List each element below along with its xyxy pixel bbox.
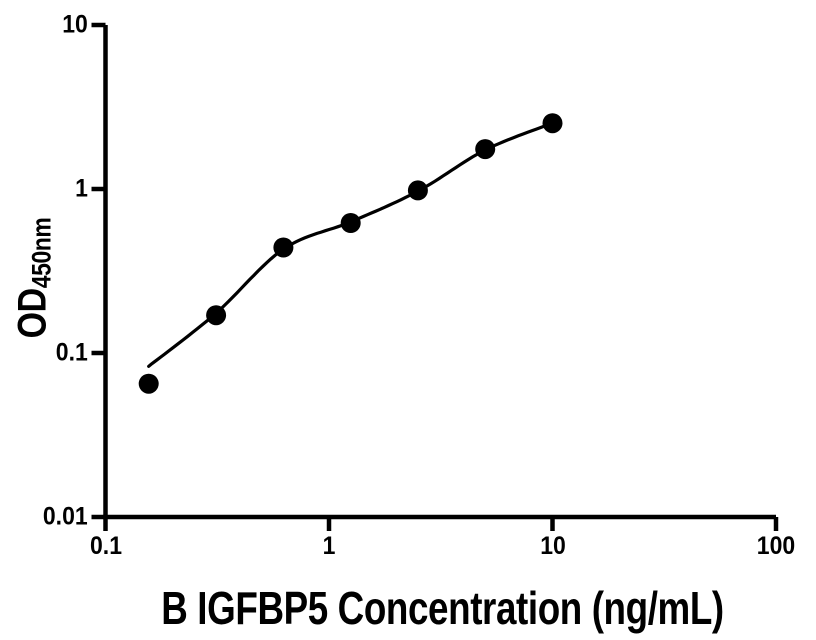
axes — [91, 22, 779, 531]
x-tick-label: 100 — [756, 532, 796, 560]
y-axis-title-subscript: 450nm — [26, 217, 57, 289]
data-point-marker — [407, 180, 428, 201]
fit-curve — [147, 121, 555, 368]
y-tick-label: 1 — [74, 174, 88, 203]
y-tick-label: 10 — [61, 10, 88, 39]
y-tick-label: 0.01 — [42, 502, 88, 531]
data-point-marker — [340, 213, 361, 233]
x-axis-title-text: B IGFBP5 Concentration (ng/mL) — [161, 582, 725, 634]
data-point-marker — [273, 237, 294, 258]
y-axis-title: OD450nm — [11, 218, 58, 339]
y-axis-title-main: OD — [10, 288, 55, 339]
x-tick-label: 1 — [322, 532, 336, 560]
data-point-marker — [206, 305, 227, 326]
data-point-marker — [542, 113, 563, 134]
y-tick-label: 0.1 — [55, 338, 88, 367]
data-point-marker — [475, 139, 496, 160]
x-tick-label: 10 — [539, 532, 566, 560]
x-axis-title: B IGFBP5 Concentration (ng/mL) — [0, 584, 816, 632]
x-tick-label: 0.1 — [89, 532, 122, 560]
data-points — [138, 113, 563, 394]
data-point-marker — [138, 373, 159, 394]
